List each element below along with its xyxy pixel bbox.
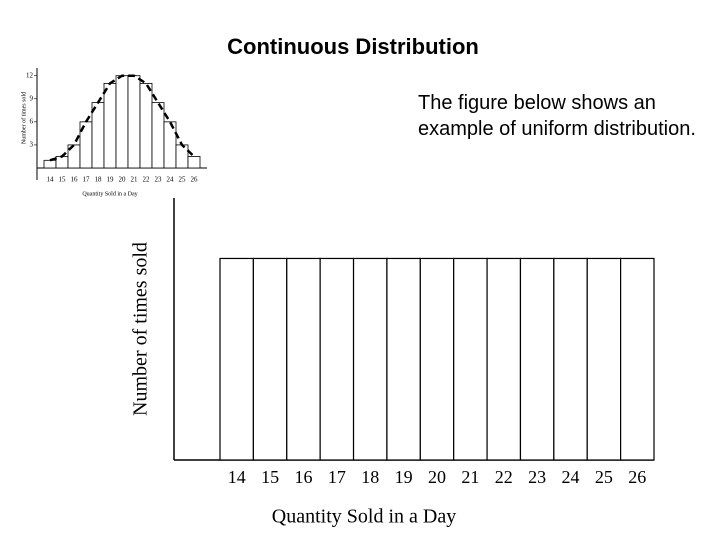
x-tick-label: 16	[294, 467, 312, 487]
x-tick-label: 15	[59, 176, 67, 184]
x-tick-label: 26	[191, 176, 199, 184]
x-tick-label: 17	[83, 176, 91, 184]
bar	[386, 257, 421, 461]
x-tick-label: 23	[528, 467, 546, 487]
x-tick-label: 20	[428, 467, 446, 487]
bar	[252, 257, 288, 461]
bar	[91, 102, 105, 169]
x-tick-label: 21	[461, 467, 479, 487]
bar	[219, 257, 254, 461]
x-tick-label: 24	[167, 176, 175, 184]
y-axis-label: Number of times sold	[20, 92, 27, 144]
x-axis-label: Quantity Sold in a Day	[272, 506, 456, 528]
x-tick-label: 19	[395, 467, 413, 487]
y-axis-label: Number of times sold	[130, 242, 152, 416]
bar	[419, 257, 455, 461]
y-tick-label: 9	[30, 94, 34, 102]
x-tick-label: 22	[495, 467, 513, 487]
y-tick-label: 12	[26, 71, 34, 79]
x-tick-label: 22	[143, 176, 151, 184]
slide-text: The figure below shows an example of uni…	[418, 92, 696, 140]
bar	[127, 75, 141, 169]
y-tick-label: 6	[30, 117, 34, 125]
bar	[163, 121, 177, 169]
bar	[139, 82, 153, 169]
bar	[103, 82, 117, 169]
slide-title: Continuous Distribution	[227, 34, 479, 59]
x-tick-label: 16	[71, 176, 79, 184]
chart: 14 15 16 17 18 19 20 21 22 23 24 25 26 Quantity Sold …	[130, 198, 655, 528]
bar	[286, 257, 321, 461]
bar	[519, 257, 555, 461]
bar	[620, 257, 655, 461]
x-axis-label: Quantity Sold in a Day	[82, 191, 137, 197]
x-tick-label: 19	[107, 176, 115, 184]
bar	[175, 144, 189, 169]
bar	[352, 257, 388, 461]
distribution-curve	[49, 74, 195, 162]
bar	[151, 102, 165, 169]
x-tick-label: 18	[361, 467, 379, 487]
bar	[187, 156, 201, 169]
x-tick-label: 24	[562, 467, 580, 487]
bar	[55, 156, 69, 169]
y-tick-label: 3	[30, 141, 34, 149]
x-tick-label: 25	[179, 176, 187, 184]
x-tick-label: 26	[628, 467, 646, 487]
x-tick-label: 18	[95, 176, 103, 184]
x-tick-label: 14	[47, 176, 55, 184]
x-tick-label: 25	[595, 467, 613, 487]
bar	[43, 159, 57, 169]
x-tick-label: 21	[131, 176, 139, 184]
x-tick-label: 14	[228, 467, 246, 487]
x-tick-label: 15	[261, 467, 279, 487]
bar	[319, 257, 355, 461]
bar	[115, 75, 129, 169]
bar	[586, 257, 622, 461]
x-tick-label: 23	[155, 176, 163, 184]
bar	[486, 257, 522, 461]
x-tick-label: 17	[328, 467, 346, 487]
chart: 3 6 9 12 14 15 16 17 18 19 20 21 22 23 24 25 26 Quantity …	[20, 68, 207, 197]
x-tick-label: 20	[119, 176, 127, 184]
bar	[553, 257, 588, 461]
bar	[453, 257, 488, 461]
